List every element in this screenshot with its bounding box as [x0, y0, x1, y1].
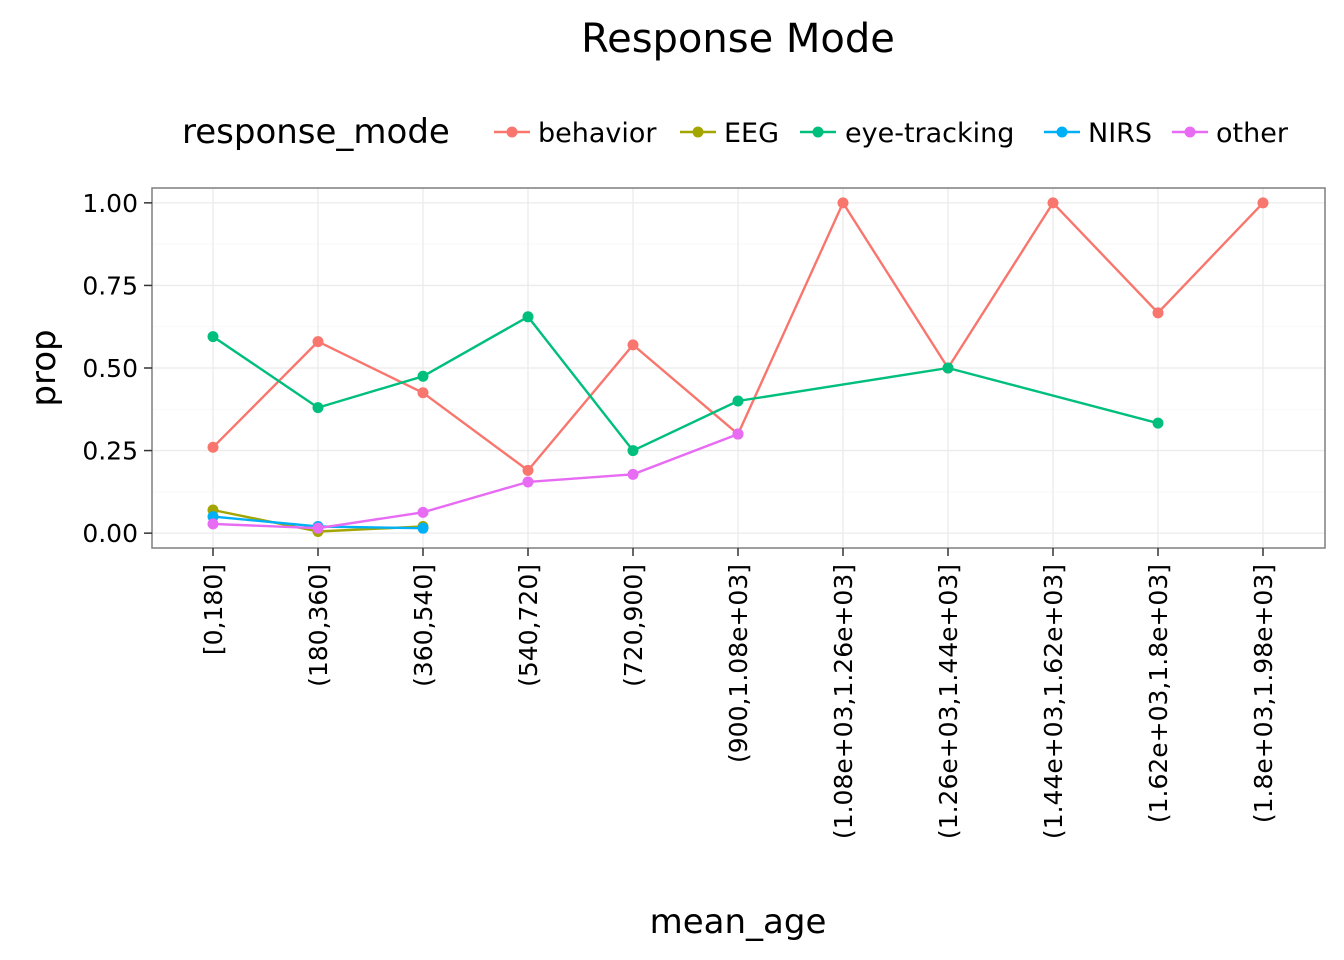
legend-title: response_mode	[182, 112, 450, 152]
series-line	[212, 432, 739, 530]
legend-item-other: other	[1172, 118, 1289, 149]
data-point	[312, 522, 324, 534]
data-point	[207, 331, 219, 343]
x-axis-title: mean_age	[650, 902, 827, 942]
legend-label: behavior	[538, 118, 657, 149]
y-tick-label: 0.00	[82, 519, 138, 548]
data-point	[207, 518, 219, 530]
y-tick-label: 0.75	[82, 271, 138, 300]
legend-item-behavior: behavior	[494, 118, 657, 149]
legend-item-nirs: NIRS	[1044, 118, 1152, 149]
x-tick-label: (1.62e+03,1.8e+03]	[1144, 564, 1173, 823]
x-tick-label: (1.08e+03,1.26e+03]	[829, 564, 858, 839]
data-point	[207, 441, 219, 453]
chart-title: Response Mode	[581, 16, 895, 62]
series-line	[212, 315, 1159, 452]
legend-key-point	[506, 126, 518, 138]
x-tick-label: (360,540]	[409, 564, 438, 687]
x-tick-label: (1.26e+03,1.44e+03]	[934, 564, 963, 839]
data-point	[627, 339, 639, 351]
legend-item-eye-tracking: eye-tracking	[800, 118, 1014, 149]
x-tick-label: (1.44e+03,1.62e+03]	[1039, 564, 1068, 839]
data-point	[522, 311, 534, 323]
data-point	[1152, 307, 1164, 319]
legend-item-eeg: EEG	[680, 118, 779, 149]
series-layer	[207, 197, 1269, 537]
data-point	[417, 522, 429, 534]
data-point	[522, 476, 534, 488]
data-point	[417, 387, 429, 399]
x-tick-label: (900,1.08e+03]	[724, 564, 753, 763]
x-axis: [0,180] (180,360] (360,540] (540,720] (720,9…	[199, 548, 1278, 839]
legend-label: other	[1216, 118, 1289, 149]
x-tick-label: (180,360]	[304, 564, 333, 687]
x-tick-label: (540,720]	[514, 564, 543, 687]
data-point	[1047, 197, 1059, 209]
data-point	[417, 370, 429, 382]
data-point	[627, 445, 639, 457]
data-point	[417, 506, 429, 518]
data-point	[522, 464, 534, 476]
data-point	[312, 402, 324, 414]
legend-label: eye-tracking	[845, 118, 1014, 149]
data-point	[1257, 197, 1269, 209]
plot-area	[151, 187, 1326, 549]
data-point	[837, 197, 849, 209]
y-axis: 0.00 0.25 0.50 0.75 1.00	[82, 189, 152, 548]
legend-key-point	[692, 126, 704, 138]
data-point	[627, 468, 639, 480]
legend-key-point	[812, 126, 824, 138]
y-tick-label: 1.00	[82, 189, 138, 218]
x-tick-label: (1.8e+03,1.98e+03]	[1249, 564, 1278, 823]
data-point	[312, 336, 324, 348]
series-other	[207, 428, 744, 534]
data-point	[732, 395, 744, 407]
legend: response_mode behavior EEG eye-tracking NIR…	[182, 112, 1289, 152]
data-point	[942, 362, 954, 374]
legend-key-point	[1184, 126, 1196, 138]
x-tick-label: [0,180]	[199, 564, 228, 655]
y-tick-label: 0.50	[82, 354, 138, 383]
y-tick-label: 0.25	[82, 437, 138, 466]
legend-label: EEG	[724, 118, 779, 149]
y-axis-title: prop	[24, 329, 64, 406]
legend-key-point	[1056, 126, 1068, 138]
series-eye-tracking	[207, 311, 1164, 457]
x-tick-label: (720,900]	[619, 564, 648, 687]
legend-label: NIRS	[1088, 118, 1152, 149]
data-point	[1152, 417, 1164, 429]
data-point	[732, 428, 744, 440]
